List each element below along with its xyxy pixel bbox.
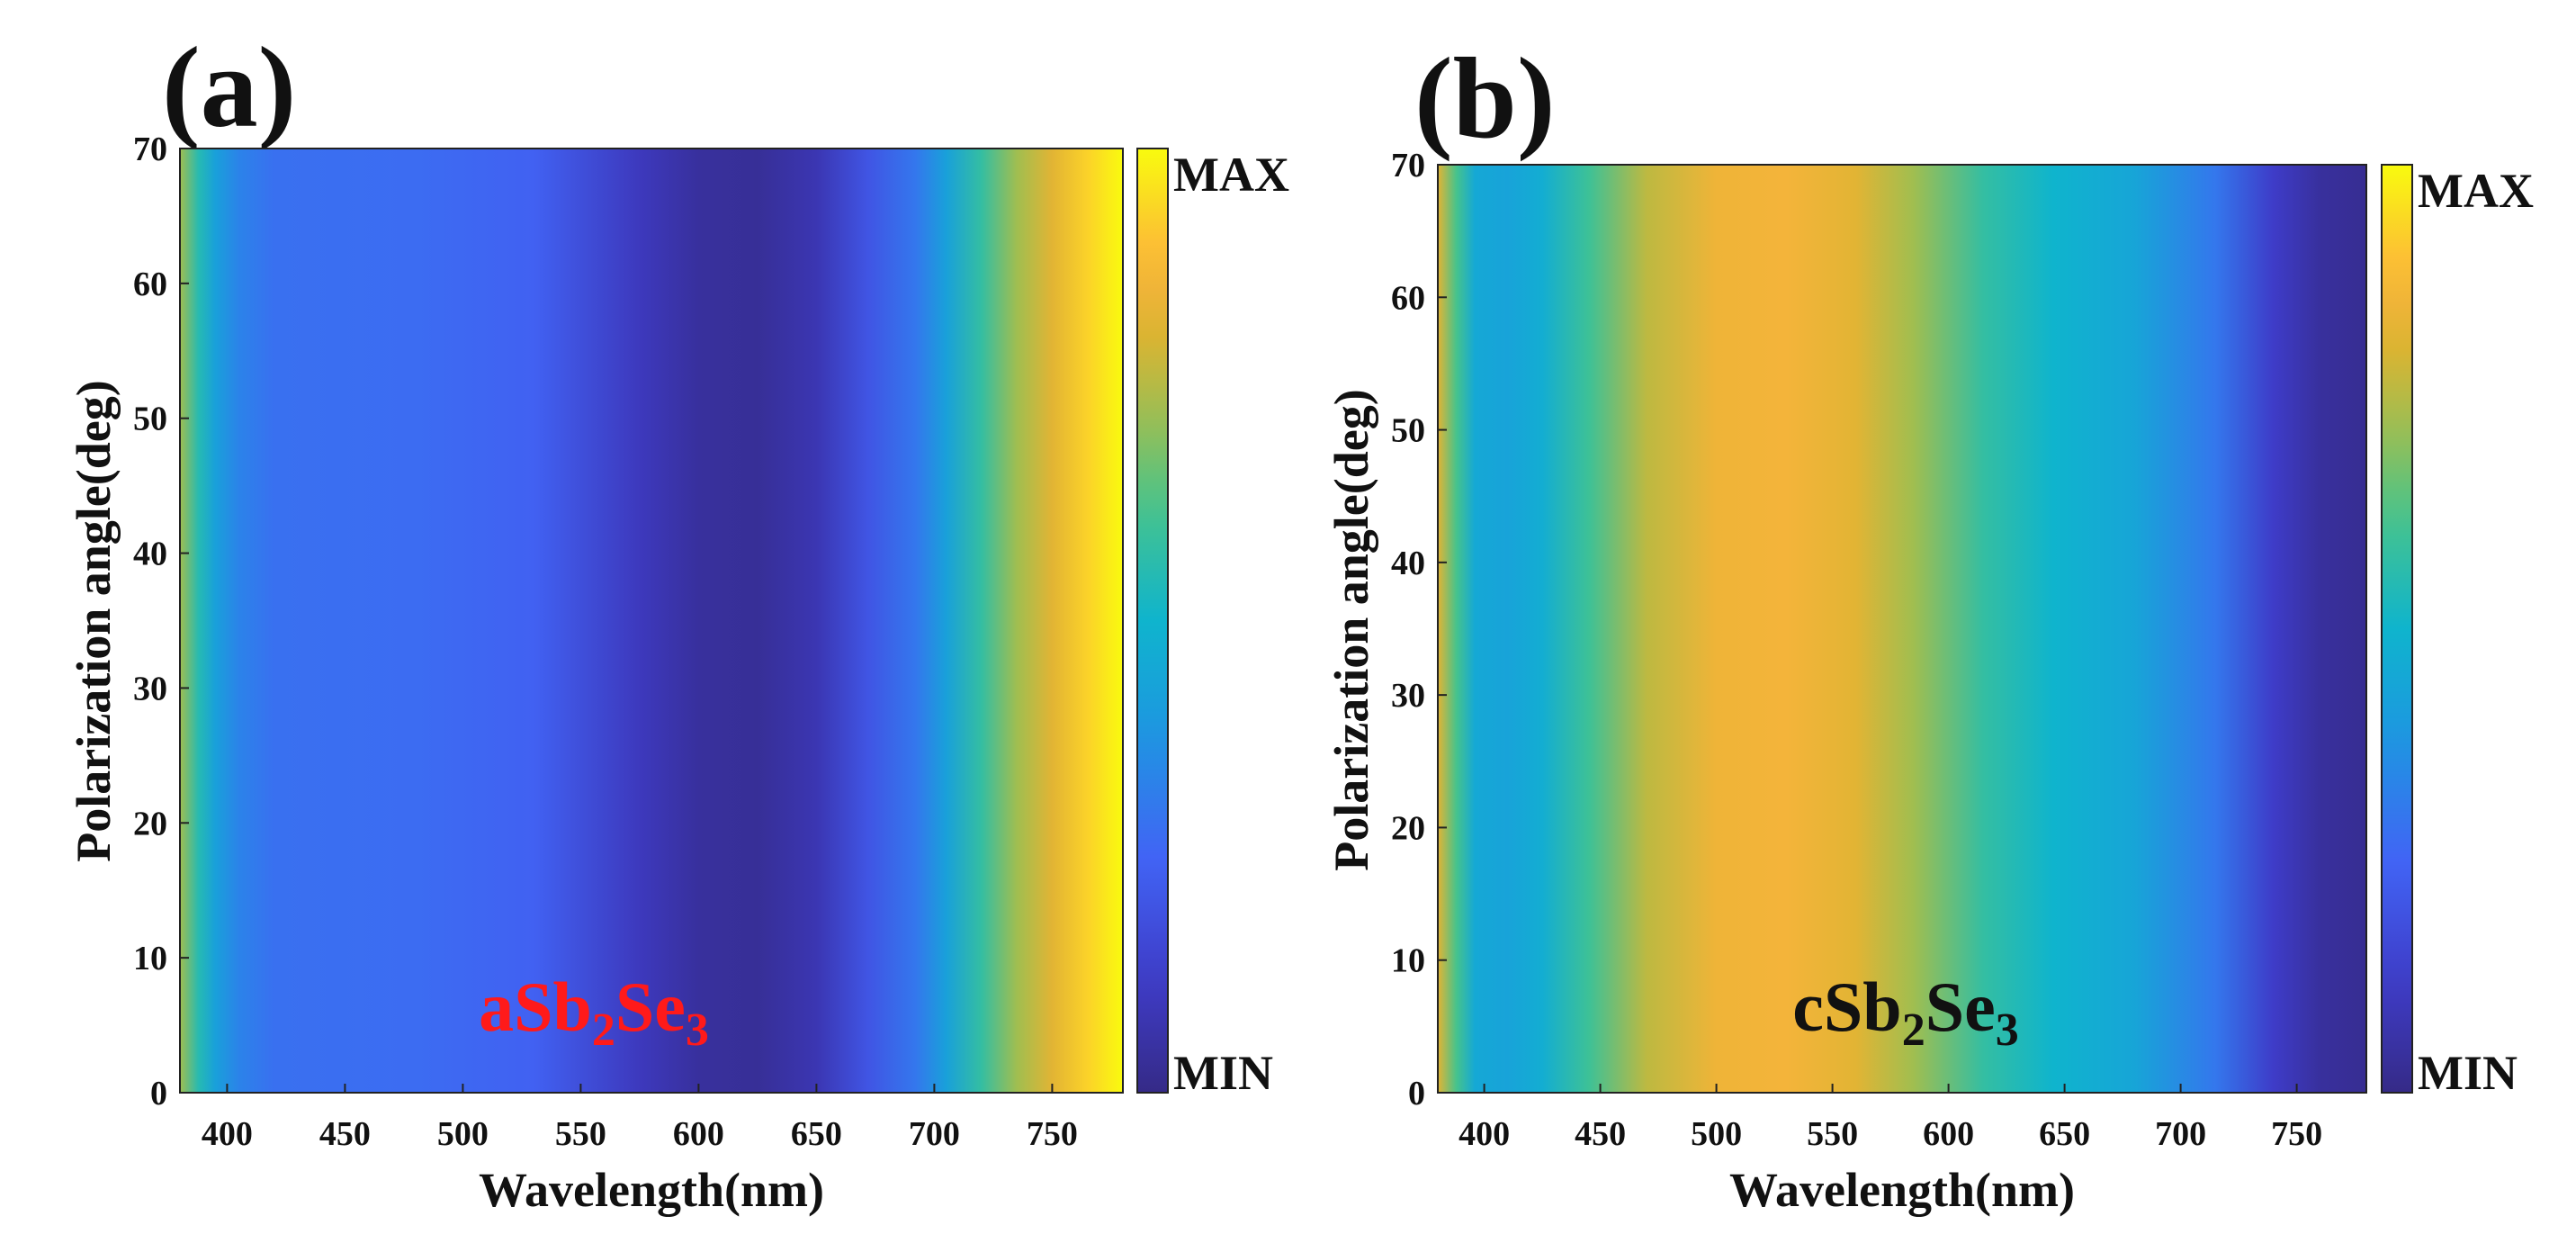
material-prefix-b: cSb <box>1792 968 1901 1046</box>
x-tick-label: 700 <box>909 1115 960 1153</box>
material-middle-b: Se <box>1925 968 1996 1046</box>
colorbar-a <box>1136 148 1169 1094</box>
x-tick-label: 650 <box>791 1115 842 1153</box>
y-tick-labels-b: 0 10 20 30 40 50 60 70 <box>1391 147 1447 1112</box>
x-tick-label: 650 <box>2039 1115 2090 1153</box>
x-axis-title-b: Wavelength(nm) <box>1729 1163 2075 1217</box>
colorbar-min-label-a: MIN <box>1173 1046 1273 1100</box>
y-tick-label: 70 <box>133 131 167 168</box>
x-tick-label: 550 <box>555 1115 606 1153</box>
colorbar-max-label-a: MAX <box>1173 148 1289 202</box>
x-tick-label: 450 <box>1575 1115 1626 1153</box>
x-axis-title-a: Wavelength(nm) <box>479 1163 824 1217</box>
y-tick-label: 20 <box>1391 809 1425 847</box>
x-tick-labels-b: 400 450 500 550 600 650 700 750 <box>1459 1084 2322 1153</box>
colorbar-min-label-b: MIN <box>2418 1046 2518 1100</box>
heatmap-area-b <box>1437 164 2367 1094</box>
y-tick-label: 20 <box>133 805 167 842</box>
x-tick-label: 750 <box>1027 1115 1078 1153</box>
colorbar-b <box>2381 164 2413 1094</box>
heatmap-panel-a: (a) 400 450 500 550 600 650 700 750 0 10 20 30 40 50… <box>67 23 1289 1217</box>
x-tick-label: 450 <box>319 1115 371 1153</box>
x-tick-label: 400 <box>202 1115 253 1153</box>
material-subscript1-b: 2 <box>1902 1004 1925 1056</box>
y-tick-label: 40 <box>1391 545 1425 582</box>
material-middle-a: Se <box>615 968 686 1046</box>
y-tick-label: 50 <box>1391 412 1425 450</box>
x-tick-label: 550 <box>1807 1115 1858 1153</box>
panel-label-b: (b) <box>1414 34 1555 162</box>
y-tick-label: 60 <box>133 266 167 303</box>
heatmap-panel-b: (b) 400 450 500 550 600 650 700 750 0 10 20 30 40 50… <box>1324 34 2534 1217</box>
y-tick-label: 30 <box>133 670 167 707</box>
y-tick-label: 30 <box>1391 677 1425 715</box>
x-tick-label: 500 <box>1691 1115 1742 1153</box>
colorbar-max-label-b: MAX <box>2418 164 2534 218</box>
material-annotation-b: cSb2Se3 <box>1792 968 2018 1056</box>
y-axis-title-b: Polarization angle(deg) <box>1324 389 1378 870</box>
y-tick-label: 10 <box>133 940 167 977</box>
y-tick-labels-a: 0 10 20 30 40 50 60 70 <box>133 131 189 1112</box>
x-tick-labels-a: 400 450 500 550 600 650 700 750 <box>202 1084 1078 1153</box>
y-tick-label: 70 <box>1391 147 1425 185</box>
x-tick-label: 400 <box>1459 1115 1510 1153</box>
y-tick-label: 40 <box>133 536 167 573</box>
y-axis-title-a: Polarization angle(deg) <box>67 380 121 861</box>
x-tick-label: 600 <box>673 1115 724 1153</box>
material-subscript2-a: 3 <box>686 1004 709 1056</box>
material-subscript2-b: 3 <box>1996 1004 2019 1056</box>
material-annotation-a: aSb2Se3 <box>479 968 709 1056</box>
x-tick-label: 600 <box>1923 1115 1974 1153</box>
heatmap-area-a <box>179 148 1124 1094</box>
panel-label-a: (a) <box>162 23 296 151</box>
y-tick-label: 60 <box>1391 279 1425 317</box>
y-tick-label: 0 <box>1408 1075 1425 1112</box>
material-subscript1-a: 2 <box>592 1004 615 1056</box>
material-prefix-a: aSb <box>479 968 592 1046</box>
x-tick-label: 750 <box>2271 1115 2322 1153</box>
x-tick-label: 700 <box>2155 1115 2206 1153</box>
x-tick-label: 500 <box>437 1115 489 1153</box>
y-tick-label: 0 <box>150 1075 167 1112</box>
y-tick-label: 50 <box>133 401 167 438</box>
y-tick-label: 10 <box>1391 942 1425 980</box>
